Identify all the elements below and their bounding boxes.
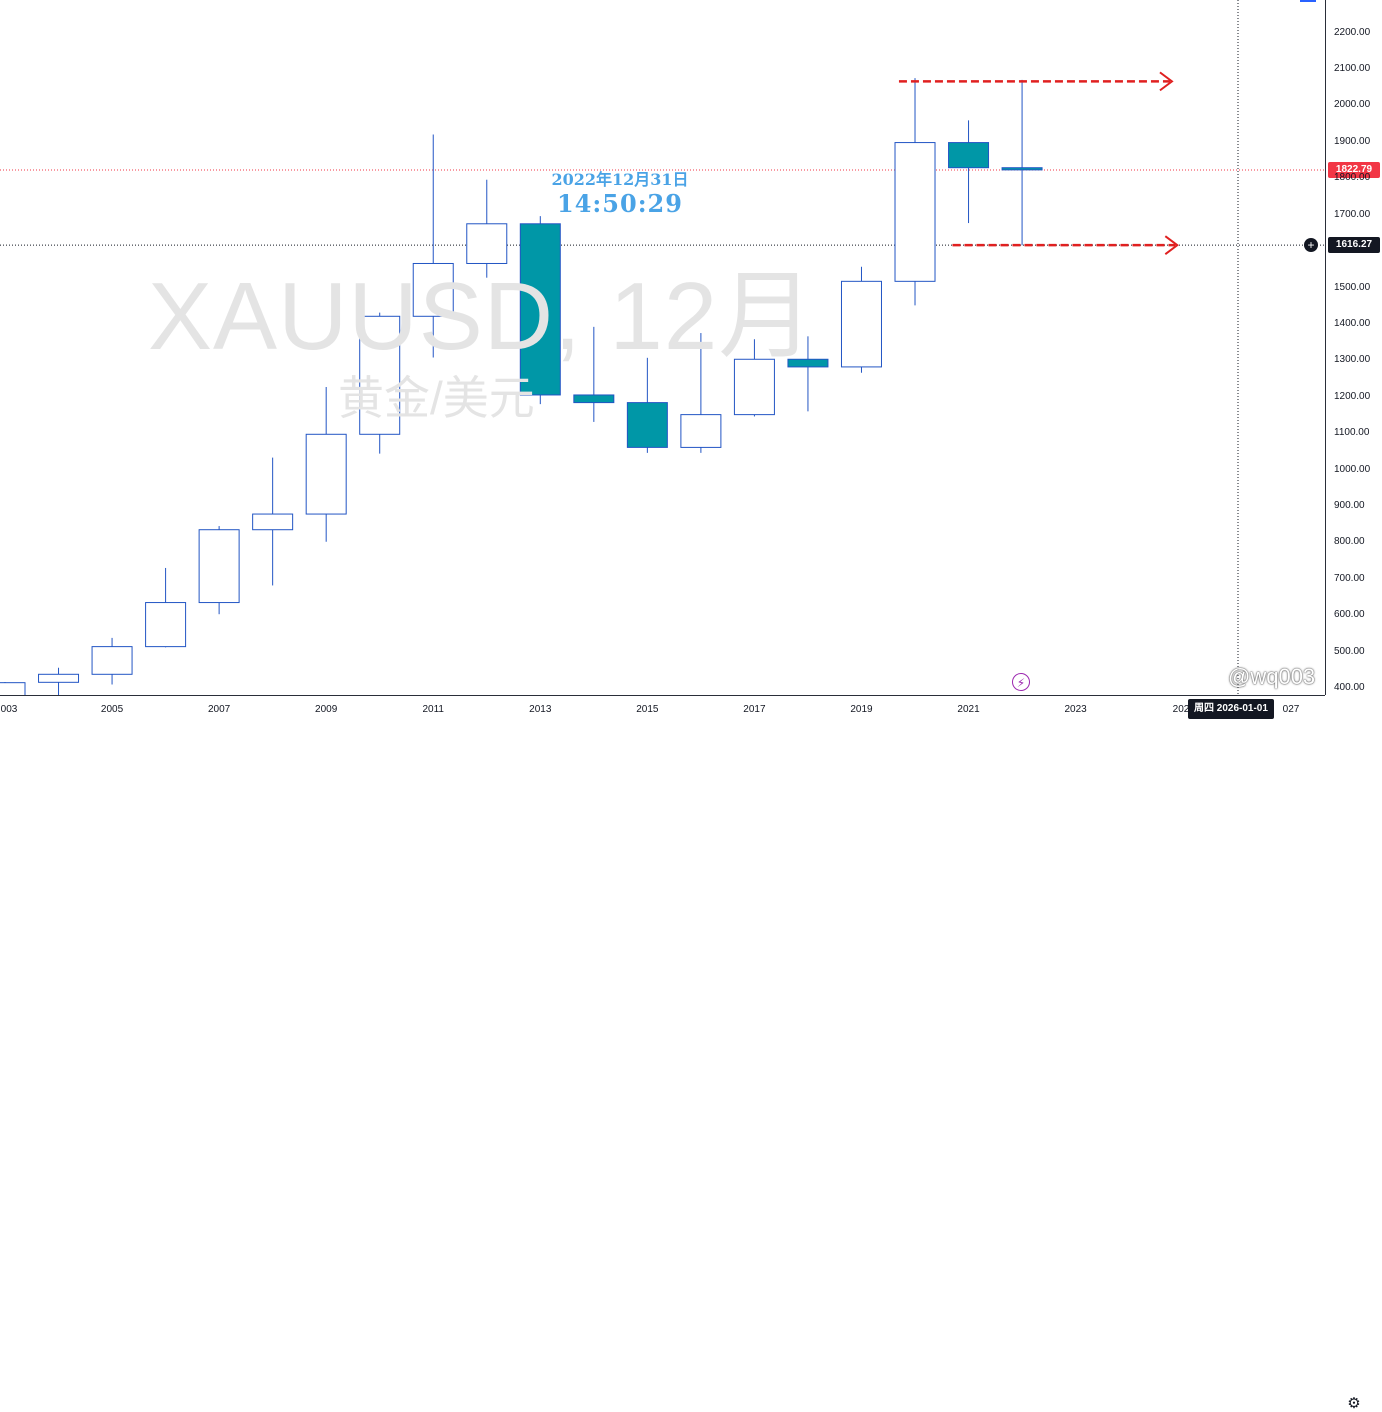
flash-icon[interactable]: ⚡ [1012, 673, 1030, 691]
candle-up [733, 358, 775, 416]
price-axis[interactable]: 1822.79 1616.27 2200.00 2100.00 2000.00 190… [1325, 0, 1382, 695]
time-tick-label: 2007 [207, 704, 231, 715]
price-tick-label: 600.00 [1334, 609, 1365, 621]
candle-up [412, 262, 454, 317]
time-tick-label: 2013 [529, 704, 552, 715]
time-tick-label: 2019 [850, 704, 873, 715]
candle-up [145, 602, 187, 648]
price-tick-label: 1700.00 [1334, 208, 1371, 220]
candle-up [359, 315, 401, 435]
clock-date: 2022年12月31日 [551, 170, 689, 189]
candle-up [0, 682, 26, 695]
chart-area[interactable]: XAUUSD, 12月 黄金/美元 2022年12月31日 14:50:29 +… [0, 0, 1325, 695]
price-tick-label: 1000.00 [1334, 463, 1371, 475]
time-tick-label: 2005 [100, 704, 124, 715]
candle-down [1001, 167, 1043, 171]
candlestick-chart[interactable] [0, 0, 1325, 695]
price-tick-label: 700.00 [1334, 572, 1365, 584]
time-tick-label: 2009 [315, 704, 338, 715]
candle-up [38, 673, 80, 683]
time-axis[interactable]: 027 202 2023 2021 2019 2017 2015 2013 2011 2009 20… [0, 695, 1361, 1412]
candle-up [198, 529, 240, 604]
price-tick-label: 1800.00 [1334, 172, 1371, 184]
time-tick-label: 2023 [1064, 704, 1087, 715]
time-tick-label: 2015 [636, 704, 659, 715]
crosshair-plus-icon[interactable]: + [1304, 238, 1318, 252]
price-tick-label: 1900.00 [1334, 135, 1371, 147]
price-tick-label: 800.00 [1334, 536, 1365, 548]
price-tick-label: 2200.00 [1334, 26, 1371, 38]
author-watermark: @wq003 [1228, 664, 1316, 689]
candle-down [573, 394, 615, 404]
price-tick-label: 2100.00 [1334, 63, 1371, 74]
candle-up [305, 433, 347, 515]
candle-up [252, 513, 294, 531]
price-tick-label: 1400.00 [1334, 317, 1371, 329]
candle-down [519, 223, 561, 396]
time-tick-label: 027 [1282, 704, 1300, 715]
candle-up [680, 414, 722, 448]
price-tick-label: 2000.00 [1334, 99, 1371, 111]
candle-down [787, 358, 829, 368]
top-marker [1300, 0, 1316, 2]
price-tick-label: 500.00 [1334, 645, 1365, 657]
time-tick-label: 2021 [957, 704, 980, 715]
candle-down [626, 402, 668, 448]
time-tick-label: 2017 [743, 704, 766, 715]
clock-time: 14:50:29 [557, 189, 683, 218]
price-tick-label: 1300.00 [1334, 354, 1371, 366]
arrow-head-1 [1159, 71, 1174, 92]
candle-up [840, 280, 882, 368]
time-tick-label: 2011 [422, 704, 444, 715]
candle-down [948, 142, 990, 169]
crosshair-time-tag: 周四 2026-01-01 [1188, 699, 1274, 719]
candle-up [894, 142, 936, 282]
price-tick-label: 1100.00 [1334, 427, 1370, 439]
last-price-tag: 1822.79 [1328, 161, 1380, 178]
price-tick-label: 1200.00 [1334, 390, 1371, 402]
candle-up [91, 646, 133, 675]
candle-up [466, 223, 508, 264]
clock-overlay: 2022年12月31日 14:50:29 [540, 170, 700, 218]
time-tick-label: 003 [0, 704, 18, 715]
time-tick-label: 202 [1172, 704, 1190, 715]
price-tick-label: 900.00 [1334, 500, 1365, 512]
crosshair-price-tag: 1616.27 [1328, 237, 1380, 254]
price-tick-label: 400.00 [1334, 682, 1365, 694]
gear-icon[interactable]: ⚙ [1347, 1395, 1361, 1412]
arrow-head-2 [1164, 235, 1179, 255]
price-tick-label: 1500.00 [1334, 281, 1371, 293]
